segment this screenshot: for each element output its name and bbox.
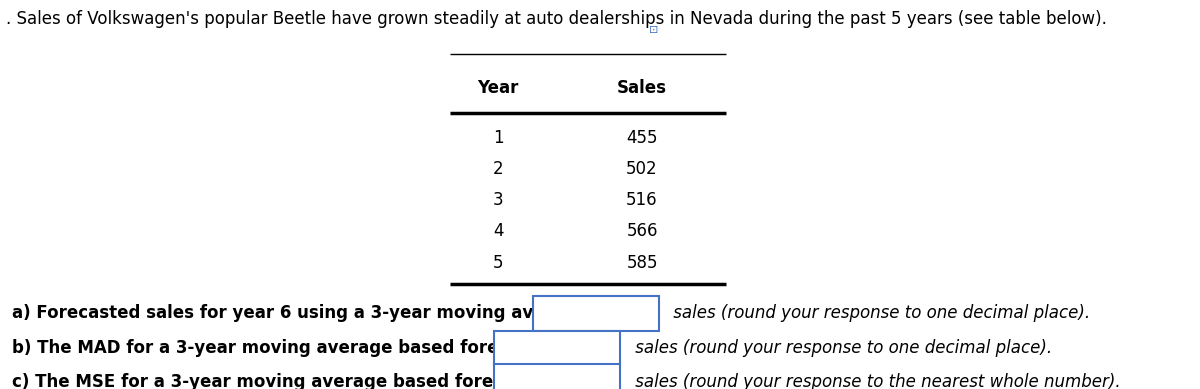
Text: . Sales of Volkswagen's popular Beetle have grown steadily at auto dealerships i: . Sales of Volkswagen's popular Beetle h… — [6, 10, 1106, 28]
Text: ⊡: ⊡ — [649, 25, 659, 35]
Text: sales (round your response to one decimal place).: sales (round your response to one decima… — [630, 339, 1052, 357]
Text: Sales: Sales — [617, 79, 667, 96]
Text: a) Forecasted sales for year 6 using a 3-year moving average is: a) Forecasted sales for year 6 using a 3… — [12, 304, 608, 322]
Text: 5: 5 — [493, 254, 503, 272]
Text: 502: 502 — [626, 160, 658, 178]
Text: Year: Year — [478, 79, 518, 96]
Text: c) The MSE for a 3-year moving average based forecast is: c) The MSE for a 3-year moving average b… — [12, 373, 553, 389]
Text: sales (round your response to one decimal place).: sales (round your response to one decima… — [668, 304, 1091, 322]
Text: 455: 455 — [626, 129, 658, 147]
FancyBboxPatch shape — [533, 296, 659, 331]
FancyBboxPatch shape — [494, 331, 620, 366]
Text: 585: 585 — [626, 254, 658, 272]
FancyBboxPatch shape — [494, 364, 620, 389]
Text: 3: 3 — [493, 191, 503, 209]
Text: 2: 2 — [493, 160, 503, 178]
Text: b) The MAD for a 3-year moving average based forecast is: b) The MAD for a 3-year moving average b… — [12, 339, 559, 357]
Text: 516: 516 — [626, 191, 658, 209]
Text: sales (round your response to the nearest whole number).: sales (round your response to the neares… — [630, 373, 1121, 389]
Text: 4: 4 — [493, 223, 503, 240]
Text: 1: 1 — [493, 129, 503, 147]
Text: 566: 566 — [626, 223, 658, 240]
